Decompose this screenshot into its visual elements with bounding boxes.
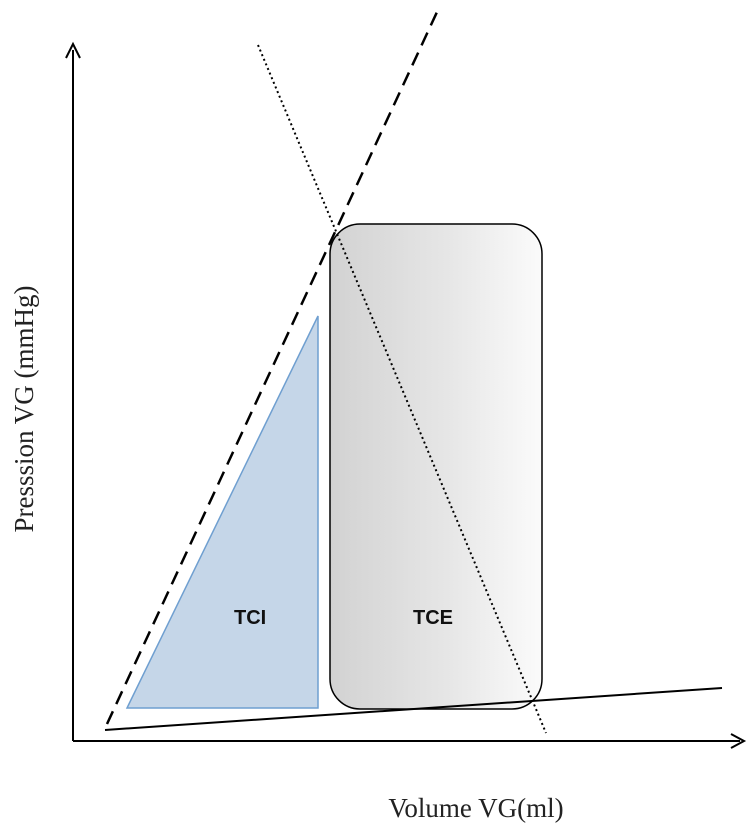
tci-region: [125, 315, 319, 709]
x-axis-arrow: [730, 733, 747, 749]
tci-label: TCI: [234, 607, 266, 629]
tce-region: [329, 223, 543, 710]
tce-label: TCE: [413, 607, 453, 629]
dotted-line: [257, 44, 547, 734]
y-axis-arrow: [65, 41, 81, 59]
solid-line: [104, 687, 723, 731]
x-axis-title: Volume VG(ml): [388, 793, 563, 823]
y-axis-title: Presssion VG (mmHg): [9, 285, 39, 532]
